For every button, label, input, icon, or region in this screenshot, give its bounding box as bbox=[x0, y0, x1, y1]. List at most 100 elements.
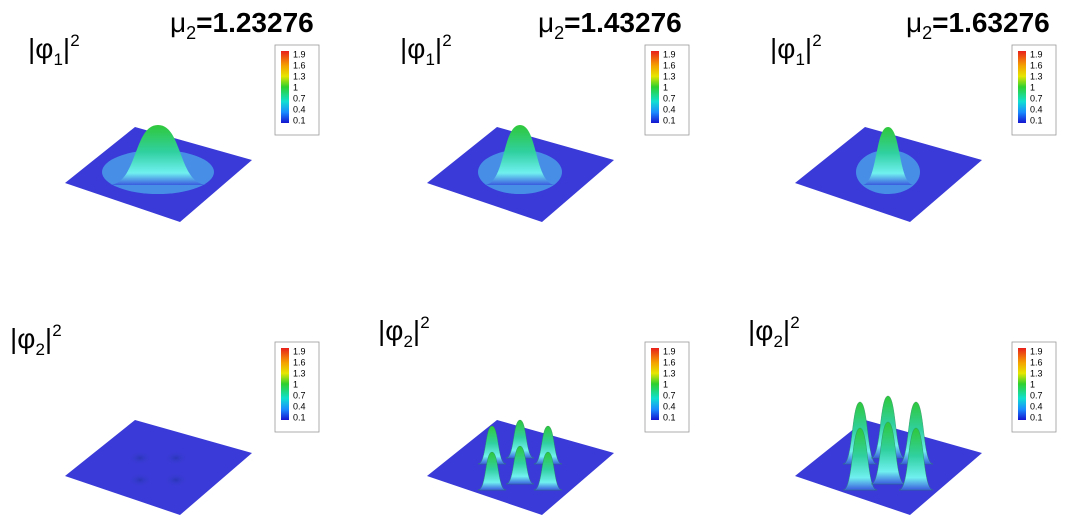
colorbar-strip bbox=[281, 51, 289, 123]
title-value: =1.63276 bbox=[932, 7, 1050, 38]
surface-peak bbox=[862, 127, 914, 185]
colorbar-tick-label: 0.4 bbox=[663, 401, 676, 411]
label-superscript: 2 bbox=[52, 321, 61, 340]
title-symbol: μ bbox=[170, 7, 186, 38]
surface-peak bbox=[870, 421, 906, 485]
colorbar-tick-label: 0.1 bbox=[1030, 412, 1043, 422]
title-subscript: 2 bbox=[922, 23, 932, 43]
column-title: μ2=1.43276 bbox=[538, 7, 682, 43]
label-subscript: 1 bbox=[795, 50, 804, 69]
column-title: μ2=1.63276 bbox=[906, 7, 1050, 43]
colorbar-tick-label: 0.4 bbox=[663, 104, 676, 114]
surface-peak bbox=[533, 425, 563, 465]
colorbar-tick-label: 1 bbox=[663, 379, 668, 389]
surface-peak bbox=[108, 125, 208, 185]
colorbar-tick-label: 1.3 bbox=[293, 368, 306, 378]
colorbar-tick-label: 1.9 bbox=[663, 49, 676, 59]
colorbar-tick-label: 0.4 bbox=[293, 401, 306, 411]
colorbar-strip bbox=[1018, 51, 1026, 123]
label-subscript: 2 bbox=[35, 340, 44, 359]
colorbar-strip bbox=[1018, 348, 1026, 420]
title-value: =1.23276 bbox=[196, 7, 314, 38]
label-superscript: 2 bbox=[790, 313, 799, 332]
label-close: | bbox=[805, 33, 812, 64]
colorbar-tick-label: 1.6 bbox=[293, 357, 306, 367]
colorbar-tick-label: 1 bbox=[663, 82, 668, 92]
colorbar-tick-label: 0.7 bbox=[293, 390, 306, 400]
colorbar-tick-label: 1 bbox=[1030, 82, 1035, 92]
label-open: |φ bbox=[770, 33, 795, 64]
label-subscript: 2 bbox=[773, 332, 782, 351]
colorbar-tick-label: 1 bbox=[293, 82, 298, 92]
colorbar-tick-label: 1.9 bbox=[1030, 49, 1043, 59]
panel-label: |φ1|2 bbox=[770, 31, 822, 69]
label-subscript: 1 bbox=[53, 50, 62, 69]
colorbar-tick-label: 0.7 bbox=[293, 93, 306, 103]
colorbar-tick-label: 1 bbox=[1030, 379, 1035, 389]
colorbar-tick-label: 0.1 bbox=[1030, 115, 1043, 125]
title-value: =1.43276 bbox=[564, 7, 682, 38]
column-title: μ2=1.23276 bbox=[170, 7, 314, 43]
surface-peak bbox=[898, 427, 934, 491]
surface-dip bbox=[164, 473, 188, 487]
surface-dip bbox=[128, 473, 152, 487]
colorbar-tick-label: 1.3 bbox=[663, 368, 676, 378]
label-superscript: 2 bbox=[70, 31, 79, 50]
colorbar-strip bbox=[651, 51, 659, 123]
colorbar-tick-label: 1.9 bbox=[293, 49, 306, 59]
colorbar-tick-label: 1.6 bbox=[663, 357, 676, 367]
surface-peak bbox=[484, 125, 556, 185]
label-open: |φ bbox=[28, 33, 53, 64]
colorbar-tick-label: 0.1 bbox=[663, 412, 676, 422]
colorbar-tick-label: 0.1 bbox=[293, 115, 306, 125]
colorbar-tick-label: 1.6 bbox=[663, 60, 676, 70]
colorbar-tick-label: 1.9 bbox=[293, 346, 306, 356]
panel-label: |φ2|2 bbox=[10, 321, 62, 359]
surface-peak bbox=[533, 451, 563, 491]
colorbar-tick-label: 1 bbox=[293, 379, 298, 389]
label-open: |φ bbox=[10, 323, 35, 354]
label-close: | bbox=[413, 315, 420, 346]
surface-peak bbox=[477, 425, 507, 465]
label-superscript: 2 bbox=[442, 31, 451, 50]
colorbar-tick-label: 1.3 bbox=[293, 71, 306, 81]
label-close: | bbox=[783, 315, 790, 346]
label-close: | bbox=[45, 323, 52, 354]
surface-peak bbox=[505, 419, 535, 459]
surface-peak bbox=[505, 445, 535, 485]
colorbar-strip bbox=[281, 348, 289, 420]
label-close: | bbox=[63, 33, 70, 64]
panel-label: |φ2|2 bbox=[378, 313, 430, 351]
colorbar-tick-label: 1.6 bbox=[293, 60, 306, 70]
label-subscript: 2 bbox=[403, 332, 412, 351]
colorbar-tick-label: 0.7 bbox=[1030, 390, 1043, 400]
colorbar-tick-label: 1.6 bbox=[1030, 357, 1043, 367]
label-superscript: 2 bbox=[812, 31, 821, 50]
colorbar-tick-label: 0.4 bbox=[1030, 104, 1043, 114]
colorbar-tick-label: 0.7 bbox=[663, 390, 676, 400]
panel-label: |φ2|2 bbox=[748, 313, 800, 351]
colorbar-tick-label: 1.3 bbox=[663, 71, 676, 81]
label-open: |φ bbox=[378, 315, 403, 346]
surface-plane bbox=[65, 420, 252, 515]
panel-label: |φ1|2 bbox=[28, 31, 80, 69]
label-open: |φ bbox=[748, 315, 773, 346]
colorbar-tick-label: 1.9 bbox=[663, 346, 676, 356]
label-open: |φ bbox=[400, 33, 425, 64]
colorbar-strip bbox=[651, 348, 659, 420]
title-subscript: 2 bbox=[186, 23, 196, 43]
colorbar-tick-label: 0.4 bbox=[293, 104, 306, 114]
panel-label: |φ1|2 bbox=[400, 31, 452, 69]
surface-peak bbox=[477, 451, 507, 491]
surface-dip bbox=[164, 451, 188, 465]
title-subscript: 2 bbox=[554, 23, 564, 43]
colorbar-tick-label: 0.4 bbox=[1030, 401, 1043, 411]
colorbar-tick-label: 1.6 bbox=[1030, 60, 1043, 70]
colorbar-tick-label: 1.3 bbox=[1030, 71, 1043, 81]
surface-peak bbox=[842, 427, 878, 491]
colorbar-tick-label: 0.1 bbox=[293, 412, 306, 422]
colorbar-tick-label: 1.9 bbox=[1030, 346, 1043, 356]
colorbar-tick-label: 0.1 bbox=[663, 115, 676, 125]
label-close: | bbox=[435, 33, 442, 64]
